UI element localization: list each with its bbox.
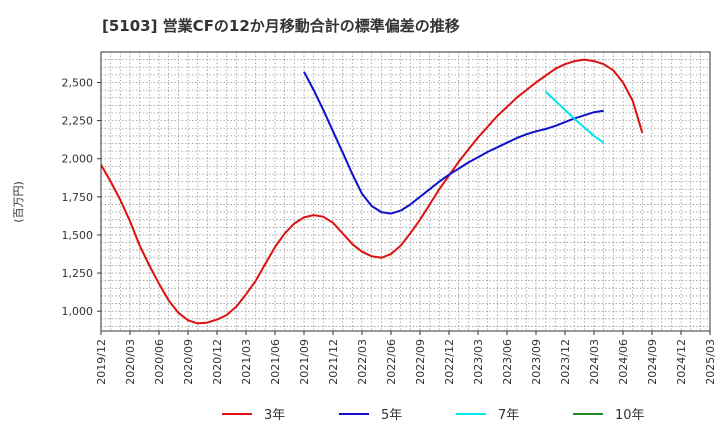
- x-tick-label: 2021/06: [269, 339, 282, 385]
- x-tick-label: 2020/06: [153, 339, 166, 385]
- grid: [101, 52, 710, 331]
- x-tick-label: 2023/06: [501, 339, 514, 385]
- x-tick-label: 2022/12: [443, 339, 456, 385]
- y-tick-label: 2,500: [62, 76, 94, 89]
- x-axis-ticks: 2019/12 2020/03 2020/06 2020/09 2020/12 2021/…: [95, 331, 717, 385]
- x-tick-label: 2024/12: [675, 339, 688, 385]
- x-tick-label: 2019/12: [95, 339, 108, 385]
- x-tick-label: 2023/12: [559, 339, 572, 385]
- series-line-5年: [303, 71, 604, 215]
- y-tick-label: 2,000: [62, 153, 94, 166]
- series-line-3年: [100, 58, 644, 325]
- x-tick-label: 2020/09: [182, 339, 195, 385]
- x-tick-label: 2022/03: [356, 339, 369, 385]
- y-tick-label: 1,500: [62, 229, 94, 242]
- legend-label: 7年: [498, 408, 519, 423]
- x-tick-label: 2022/06: [385, 339, 398, 385]
- x-tick-label: 2021/03: [240, 339, 253, 385]
- x-tick-label: 2024/06: [617, 339, 630, 385]
- x-tick-label: 2022/09: [414, 339, 427, 385]
- x-tick-label: 2020/12: [211, 339, 224, 385]
- x-tick-label: 2020/03: [124, 339, 137, 385]
- x-tick-label: 2024/09: [646, 339, 659, 385]
- x-tick-label: 2021/09: [298, 339, 311, 385]
- y-axis-ticks: 1,000 1,250 1,500 1,750 2,000 2,250 2,500: [62, 76, 101, 318]
- y-tick-label: 1,750: [62, 191, 94, 204]
- y-axis-label: (百万円): [12, 181, 25, 223]
- plot-area-border: [100, 51, 711, 332]
- y-tick-label: 1,250: [62, 267, 94, 280]
- chart-title: [5103] 営業CFの12か月移動合計の標準偏差の推移: [102, 17, 460, 35]
- legend: 3年 5年 7年 10年: [222, 408, 645, 423]
- x-tick-label: 2021/12: [327, 339, 340, 385]
- y-tick-label: 1,000: [62, 305, 94, 318]
- legend-label: 10年: [615, 408, 645, 423]
- x-tick-label: 2023/09: [530, 339, 543, 385]
- x-tick-label: 2023/03: [472, 339, 485, 385]
- y-tick-label: 2,250: [62, 115, 94, 128]
- x-tick-label: 2024/03: [588, 339, 601, 385]
- x-tick-label: 2025/03: [704, 339, 717, 385]
- series-lines: [100, 58, 644, 325]
- series-line-7年: [545, 90, 605, 144]
- legend-label: 5年: [381, 408, 402, 423]
- legend-label: 3年: [264, 408, 285, 423]
